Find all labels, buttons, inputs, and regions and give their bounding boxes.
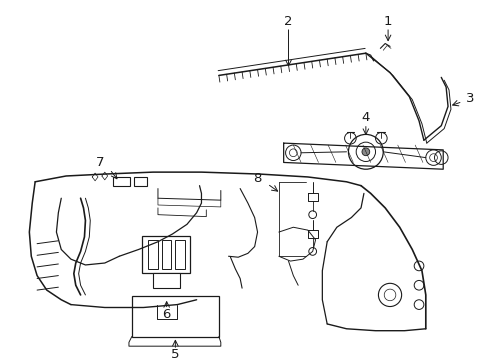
Text: 2: 2 [284, 15, 292, 28]
Circle shape [361, 148, 369, 156]
Text: 5: 5 [171, 348, 179, 360]
Bar [148, 240, 158, 269]
Text: 7: 7 [96, 156, 104, 169]
Bar [175, 240, 184, 269]
Bar [141, 236, 189, 273]
Text: 8: 8 [252, 172, 261, 185]
Text: 1: 1 [383, 15, 391, 28]
Bar [132, 296, 219, 337]
Bar [162, 240, 171, 269]
Bar [153, 273, 180, 288]
Bar [134, 177, 147, 186]
Text: 3: 3 [466, 92, 474, 105]
Bar [112, 177, 130, 186]
Text: 4: 4 [361, 112, 369, 125]
Text: 6: 6 [162, 308, 170, 321]
